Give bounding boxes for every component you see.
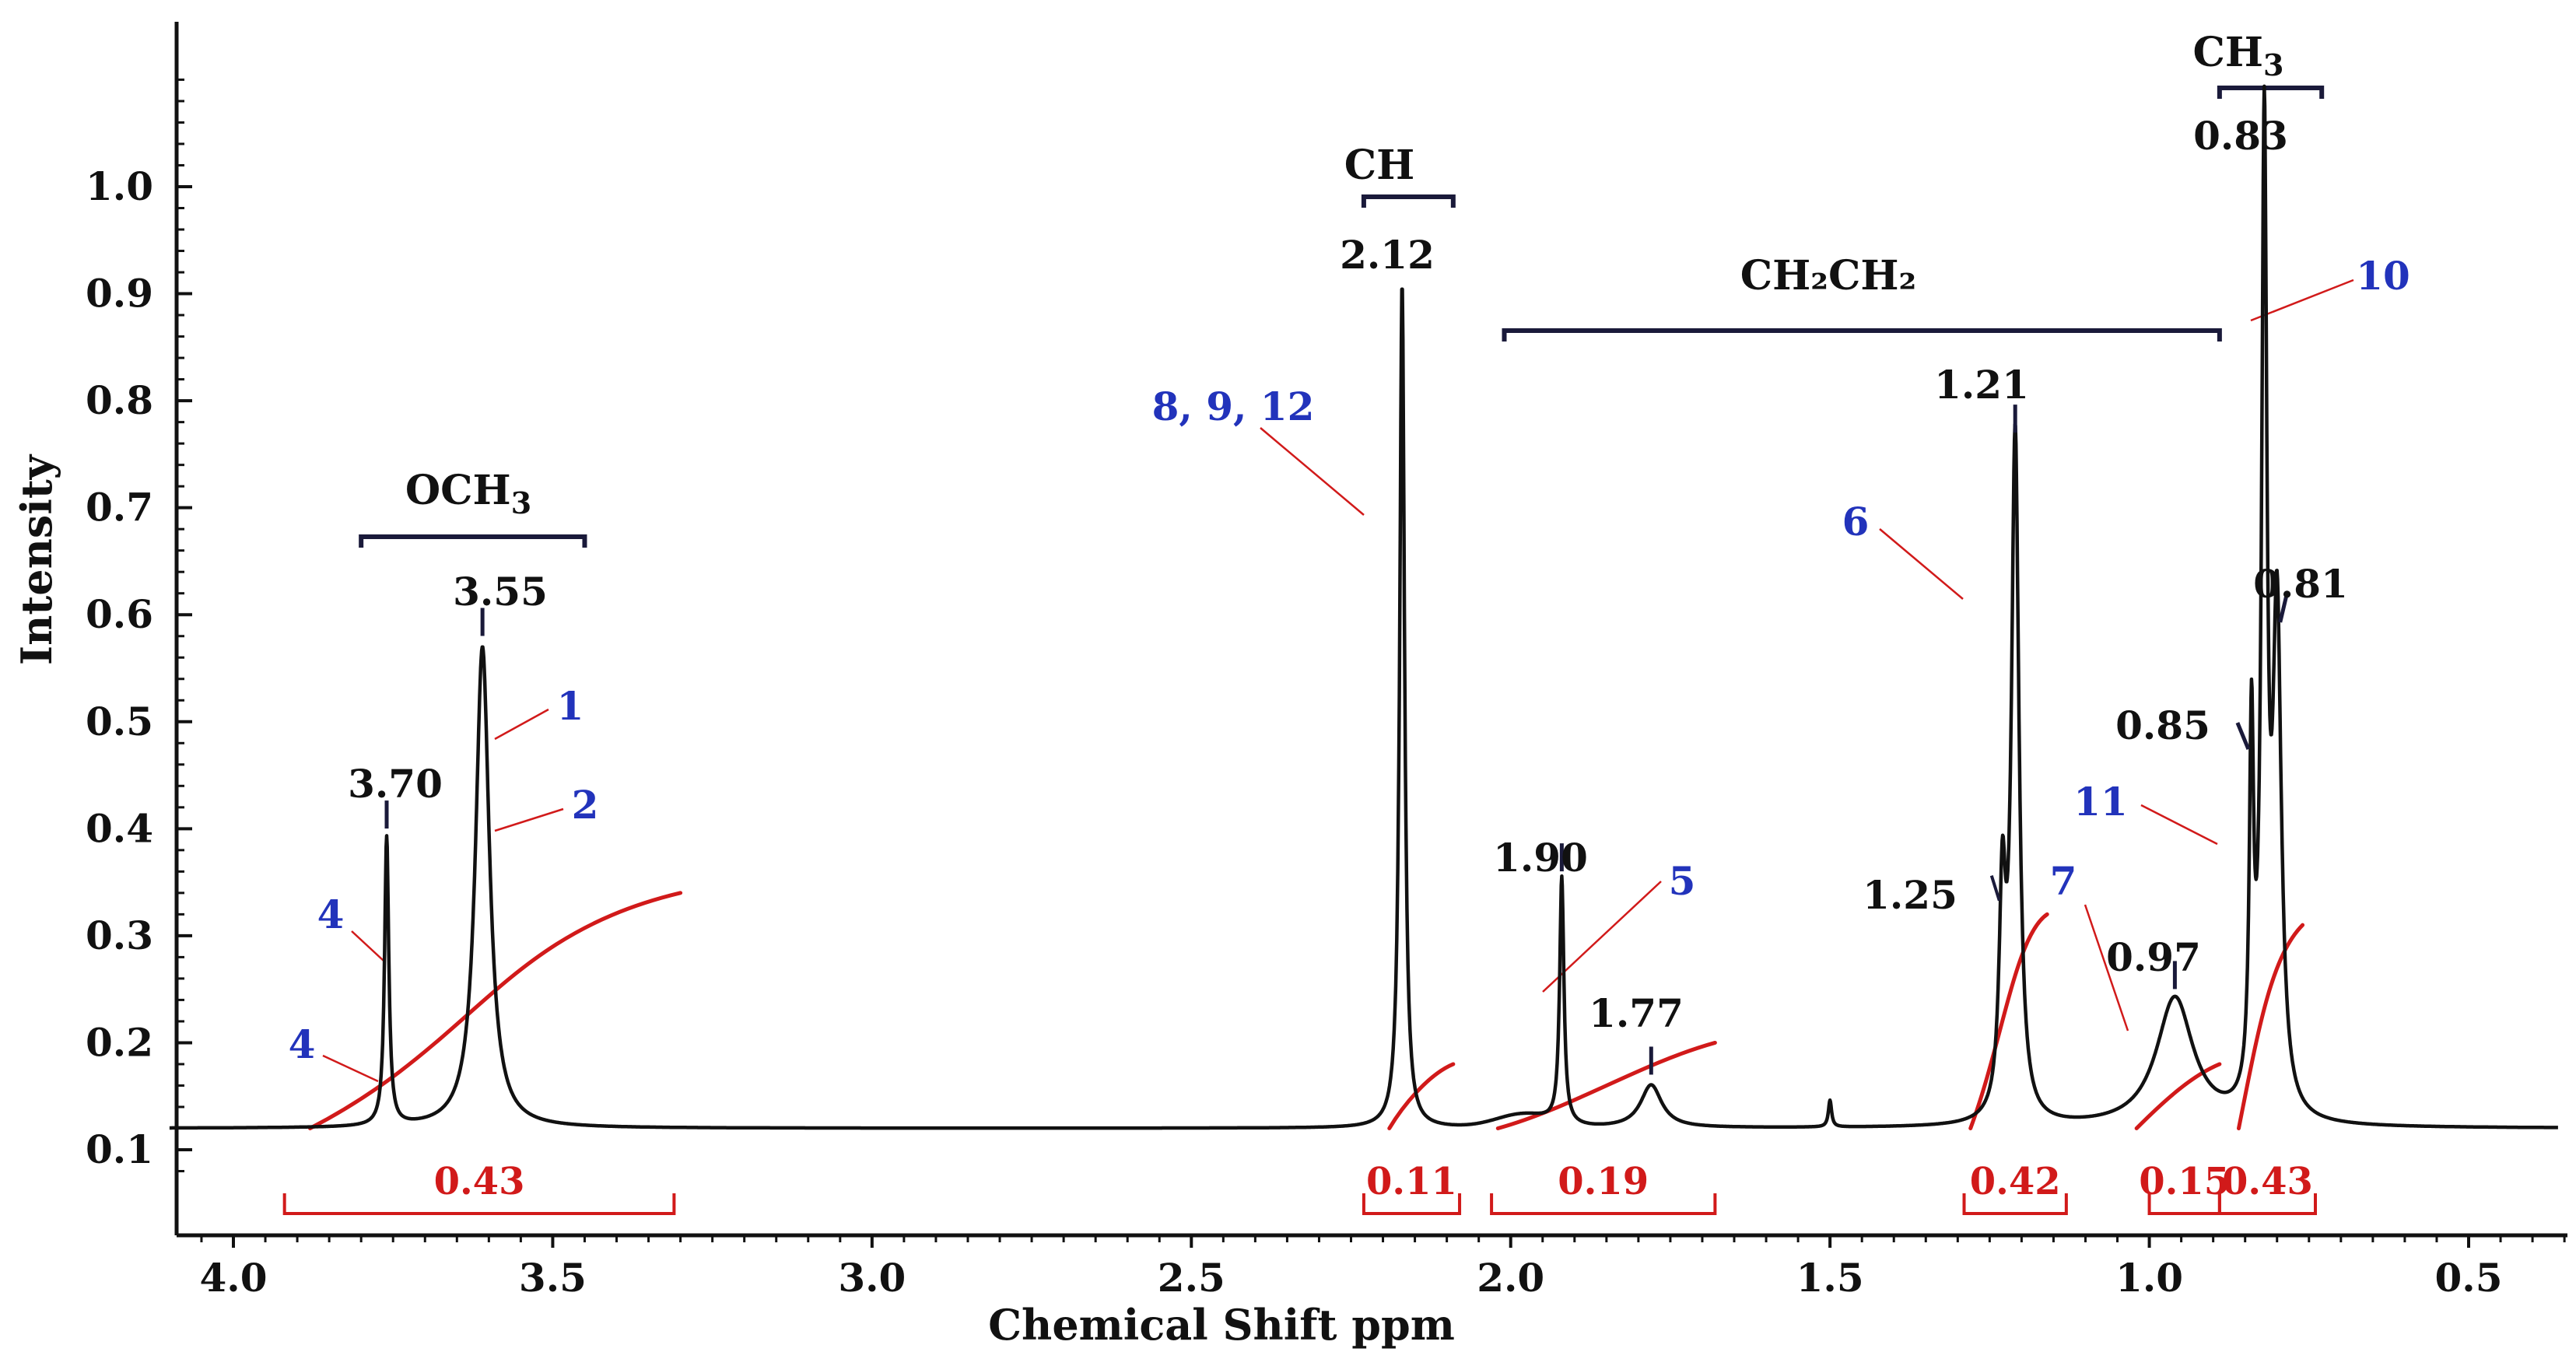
integral-curve xyxy=(2134,1062,2222,1130)
group-label-ch2ch2: CH₂CH₂ xyxy=(1740,252,1917,299)
group-bracket xyxy=(2217,86,2325,99)
group-label-ch3: CH3 xyxy=(2193,29,2284,82)
integral-bracket xyxy=(1490,1193,1717,1215)
integral-brackets xyxy=(282,1193,2317,1215)
x-tick-label: 1.5 xyxy=(1796,1255,1864,1301)
annotation-labels: 3.70 3.55 2.12 1.90 1.77 1.25 1.21 0.97 … xyxy=(289,29,2410,1067)
assignment-10: 10 xyxy=(2356,253,2410,299)
integral-value: 0.43 xyxy=(434,1160,525,1203)
integral-curve xyxy=(2236,923,2305,1130)
assignment-leader xyxy=(322,1054,379,1083)
assignment-leader xyxy=(1260,427,1365,516)
peak-label-1.77: 1.77 xyxy=(1589,990,1684,1036)
y-tick-label: 0.5 xyxy=(86,699,153,744)
assignment-11: 11 xyxy=(2073,779,2128,825)
assignment-leader xyxy=(1879,528,1964,600)
y-tick-label: 0.6 xyxy=(86,591,153,637)
peak-label-1.25: 1.25 xyxy=(1863,872,1957,918)
integral-curve xyxy=(1387,1062,1456,1130)
integral-value: 0.15 xyxy=(2139,1160,2230,1203)
integral-value: 0.43 xyxy=(2222,1160,2313,1203)
x-tick-label: 4.0 xyxy=(200,1255,268,1301)
group-ch3-main: CH xyxy=(2193,29,2264,76)
y-ticks: 0.1 0.2 0.3 0.4 0.5 0.6 0.7 0.8 0.9 1.0 xyxy=(86,163,192,1172)
peak-label-0.83: 0.83 xyxy=(2193,113,2288,159)
group-label-och3: OCH3 xyxy=(405,467,531,520)
group-label-ch: CH xyxy=(1344,142,1415,189)
assignment-2: 2 xyxy=(572,782,599,828)
y-tick-label: 1.0 xyxy=(86,163,153,209)
assignment-5: 5 xyxy=(1669,858,1696,904)
integral-bracket xyxy=(1962,1193,2068,1215)
peak-label-0.81: 0.81 xyxy=(2253,561,2348,607)
group-bracket xyxy=(359,534,587,548)
x-tick-label: 2.5 xyxy=(1158,1255,1225,1301)
integral-curve xyxy=(1495,1040,1717,1130)
y-tick-label: 0.9 xyxy=(86,271,153,317)
assignment-leaders xyxy=(322,278,2354,1083)
x-ticks: 4.0 3.5 3.0 2.5 2.0 1.5 1.0 0.5 xyxy=(200,1235,2503,1301)
assignment-leader xyxy=(351,930,384,961)
y-tick-label: 0.7 xyxy=(86,485,153,531)
integral-bracket xyxy=(282,1193,676,1215)
y-tick-label: 0.8 xyxy=(86,377,153,423)
integral-value: 0.42 xyxy=(1970,1160,2061,1203)
axes xyxy=(174,22,2567,1238)
integral-curve xyxy=(308,891,683,1130)
group-och3-sub: 3 xyxy=(511,485,531,520)
group-och3-main: OCH xyxy=(405,467,511,514)
peak-label-3.70: 3.70 xyxy=(348,761,443,807)
assignment-1: 1 xyxy=(557,683,584,729)
peak-label-3.55: 3.55 xyxy=(453,569,548,615)
integral-value: 0.11 xyxy=(1366,1160,1457,1203)
peak-label-2.12: 2.12 xyxy=(1340,232,1435,278)
y-tick-label: 0.4 xyxy=(86,805,153,851)
spectrum-line xyxy=(168,84,2560,1130)
integral-curves xyxy=(308,891,2305,1130)
assignment-leader xyxy=(494,708,549,741)
integral-curve xyxy=(1968,912,2049,1130)
integral-bracket xyxy=(1362,1193,1462,1215)
group-brackets xyxy=(359,86,2325,548)
assignment-leader xyxy=(2084,904,2129,1032)
peak-marker xyxy=(1989,875,2001,902)
x-tick-label: 1.0 xyxy=(2115,1255,2183,1301)
peak-label-0.85: 0.85 xyxy=(2115,702,2210,748)
y-axis-title: Intensity xyxy=(12,454,61,665)
assignment-4-lower: 4 xyxy=(289,1021,316,1067)
assignment-8-9-12: 8, 9, 12 xyxy=(1152,384,1315,429)
peak-label-1.21: 1.21 xyxy=(1934,362,2029,408)
x-tick-label: 3.0 xyxy=(838,1255,906,1301)
y-tick-label: 0.2 xyxy=(86,1019,153,1065)
peak-label-0.97: 0.97 xyxy=(2106,934,2201,980)
y-tick-label: 0.3 xyxy=(86,912,153,958)
group-ch3-sub: 3 xyxy=(2263,47,2283,82)
peak-marker xyxy=(2278,595,2289,623)
assignment-leader xyxy=(2140,804,2218,846)
assignment-4-upper: 4 xyxy=(317,891,345,937)
peak-label-1.90: 1.90 xyxy=(1493,835,1588,881)
assignment-leader xyxy=(494,807,564,832)
integral-value: 0.19 xyxy=(1558,1160,1649,1203)
x-axis-title: Chemical Shift ppm xyxy=(988,1300,1455,1350)
x-tick-label: 2.0 xyxy=(1477,1255,1544,1301)
group-bracket xyxy=(1361,194,1456,208)
integral-labels: 0.43 0.11 0.19 0.42 0.150.43 xyxy=(434,1160,2313,1203)
assignment-6: 6 xyxy=(1842,499,1870,545)
group-bracket xyxy=(1502,328,2222,342)
peak-markers xyxy=(384,405,2289,1075)
x-tick-label: 0.5 xyxy=(2435,1255,2503,1301)
integral-bracket xyxy=(2217,1193,2317,1215)
x-tick-label: 3.5 xyxy=(519,1255,587,1301)
assignment-7: 7 xyxy=(2050,858,2077,904)
peak-marker xyxy=(2235,722,2251,750)
y-tick-label: 0.1 xyxy=(86,1126,153,1172)
